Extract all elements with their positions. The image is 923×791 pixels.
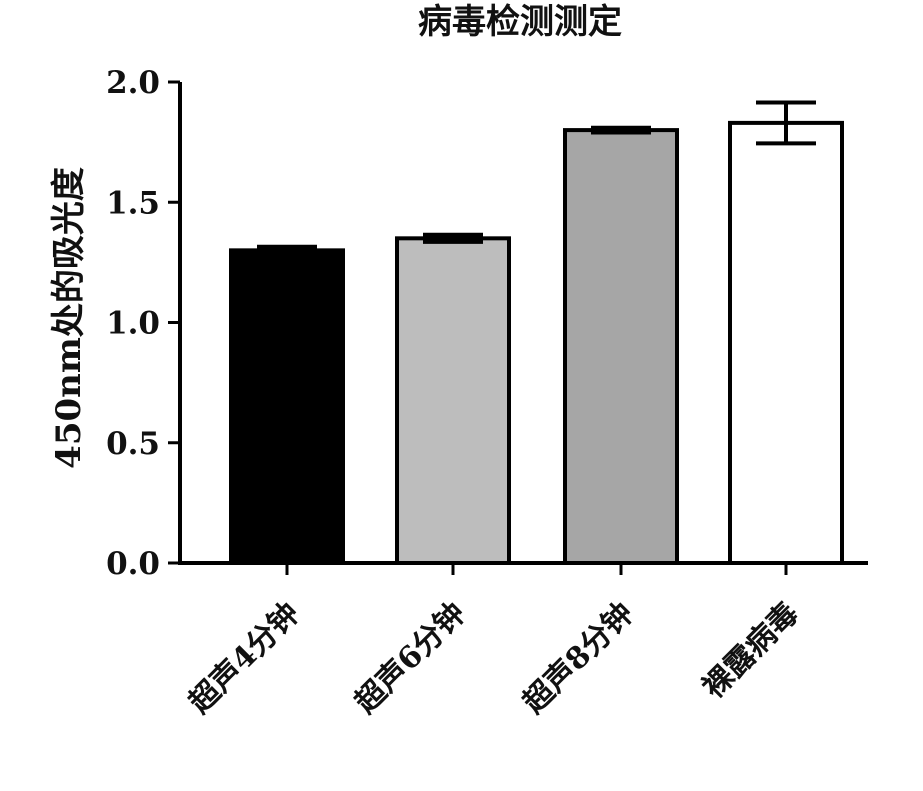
y-tick-label: 1.5 xyxy=(106,185,160,221)
x-tick-label: 超声6分钟 xyxy=(348,596,472,720)
x-tick-label: 超声8分钟 xyxy=(516,596,640,720)
y-tick-label: 0.5 xyxy=(106,426,160,462)
x-ticks-group: 超声4分钟 超声6分钟 超声8分钟 裸露病毒 xyxy=(182,563,806,720)
y-tick-label: 2.0 xyxy=(106,65,160,101)
y-axis-label: 450nm处的吸光度 xyxy=(49,167,89,469)
bar xyxy=(229,248,345,565)
x-tick-label: 超声4分钟 xyxy=(182,596,306,720)
x-tick-label: 裸露病毒 xyxy=(696,596,806,706)
y-tick-label: 0.0 xyxy=(106,546,160,582)
bar xyxy=(728,120,844,565)
bar xyxy=(563,128,679,565)
y-ticks-group: 0.0 0.5 1.0 1.5 2.0 xyxy=(106,65,180,582)
bars-group xyxy=(229,120,844,565)
y-tick-label: 1.0 xyxy=(106,306,160,342)
bar xyxy=(395,236,511,565)
error-bars-group xyxy=(257,100,816,256)
chart-title: 病毒检测测定 xyxy=(418,2,622,42)
